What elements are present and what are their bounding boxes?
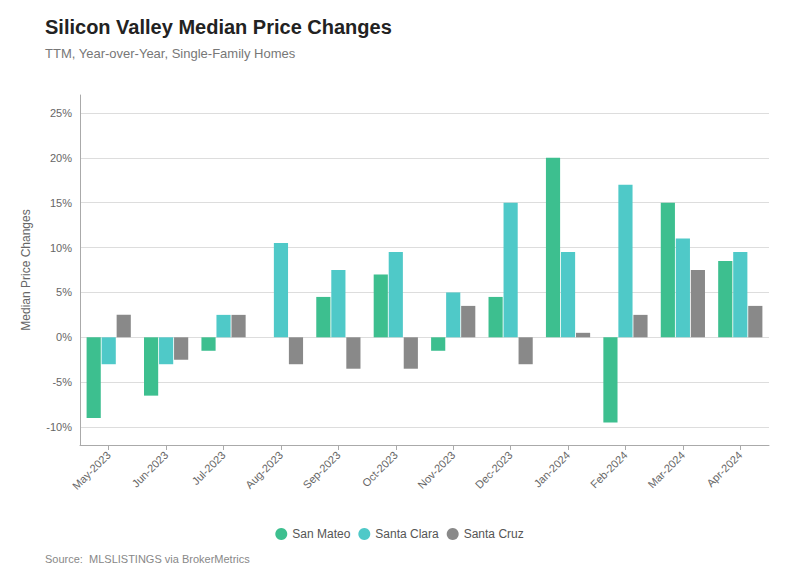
svg-text:15%: 15% <box>50 197 72 209</box>
svg-text:5%: 5% <box>56 286 72 298</box>
svg-text:San Mateo: San Mateo <box>292 527 350 541</box>
svg-text:Apr-2024: Apr-2024 <box>704 449 744 489</box>
svg-text:Jan-2024: Jan-2024 <box>531 449 572 490</box>
svg-text:Nov-2023: Nov-2023 <box>415 449 457 491</box>
svg-text:Santa Cruz: Santa Cruz <box>464 527 524 541</box>
svg-text:Median Price Changes: Median Price Changes <box>19 209 33 330</box>
svg-text:Jul-2023: Jul-2023 <box>190 449 228 487</box>
svg-text:-5%: -5% <box>52 376 72 388</box>
svg-text:Source: MLSLISTINGS via Broke: Source: MLSLISTINGS via BrokerMetrics <box>45 553 250 565</box>
svg-text:25%: 25% <box>50 107 72 119</box>
svg-text:10%: 10% <box>50 242 72 254</box>
svg-text:20%: 20% <box>50 152 72 164</box>
svg-text:May-2023: May-2023 <box>70 449 113 492</box>
svg-text:Oct-2023: Oct-2023 <box>360 449 400 489</box>
svg-text:Sep-2023: Sep-2023 <box>300 449 342 491</box>
svg-text:Aug-2023: Aug-2023 <box>243 449 285 491</box>
svg-text:Silicon Valley Median Price Ch: Silicon Valley Median Price Changes <box>45 16 392 38</box>
svg-text:Dec-2023: Dec-2023 <box>473 449 515 491</box>
svg-text:-10%: -10% <box>46 421 72 433</box>
svg-text:0%: 0% <box>56 331 72 343</box>
svg-text:Feb-2024: Feb-2024 <box>588 449 630 491</box>
svg-text:TTM, Year-over-Year, Single-Fa: TTM, Year-over-Year, Single-Family Homes <box>45 46 296 61</box>
svg-text:Santa Clara: Santa Clara <box>375 527 439 541</box>
svg-text:Mar-2024: Mar-2024 <box>645 449 687 491</box>
svg-text:Jun-2023: Jun-2023 <box>129 449 170 490</box>
